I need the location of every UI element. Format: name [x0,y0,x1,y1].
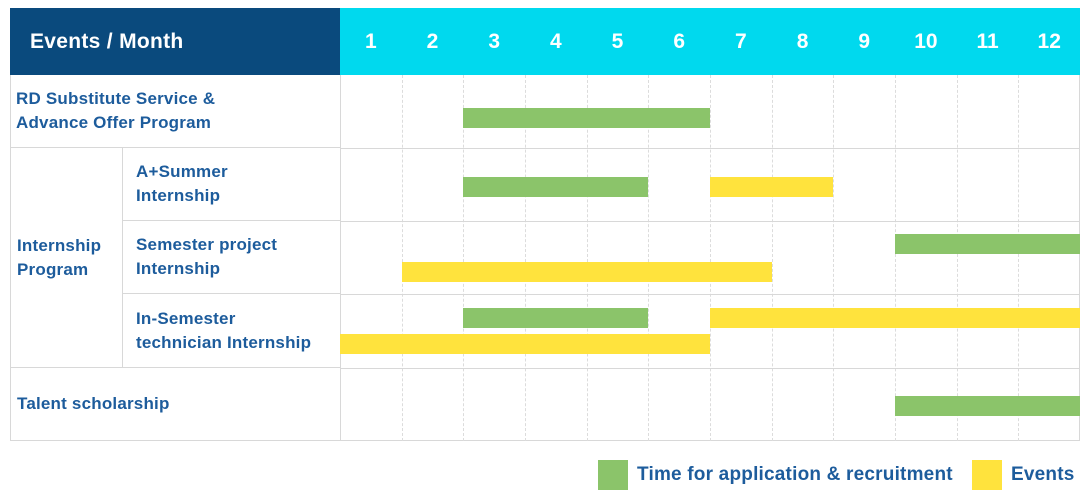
row-label-in-semester-technician-internship: In-Semester technician Internship [123,294,340,368]
gantt-bar-green [895,396,1080,416]
legend: Time for application & recruitment Event… [0,460,1080,491]
month-label: 1 [364,29,377,53]
month-gridline [525,75,526,441]
row-label-line: Internship [17,235,102,255]
row-label-a-summer-internship: A+Summer Internship [123,148,340,221]
row-label-talent-scholarship: Talent scholarship [10,368,340,441]
gantt-bar-green [895,234,1080,254]
month-gridline [1018,75,1020,441]
row-label-line: RD Substitute Service & [16,89,216,108]
month-label: 4 [550,29,562,53]
row-label-line: A+Summer [136,162,228,181]
gantt-bar-yellow [710,177,834,197]
row-label-line: Program [17,259,89,279]
row-label-rd-substitute-program: RD Substitute Service & Advance Offer Pr… [10,75,340,148]
legend-item-events: Events [972,460,1075,490]
month-gridline [833,75,835,441]
row-label-line: Talent scholarship [17,394,170,413]
legend-label: Events [1011,464,1075,485]
month-gridline [648,75,650,441]
month-label: 6 [673,29,686,53]
row-label-line: Semester project [136,235,278,254]
gantt-bar-yellow [401,262,772,282]
month-label: 9 [858,29,871,53]
gantt-bar-green [463,308,649,328]
gantt-bar-yellow [710,308,1080,328]
row-label-line: technician Internship [136,332,312,352]
row-label-line: Advance Offer Program [16,113,212,132]
row-gridline [340,221,1080,222]
row-gridline [340,148,1080,149]
month-gridline [956,75,958,441]
month-label: 12 [1037,29,1061,53]
month-gridline [895,75,896,441]
month-label: 8 [796,29,809,53]
row-label-line: In-Semester [136,308,236,328]
month-gridline [771,75,773,441]
legend-yellow-swatch [972,460,1002,490]
header-events-month: Events / Month [10,8,340,75]
month-gridline [586,75,588,441]
gantt-bar-yellow [340,334,710,354]
row-group-internship-program: Internship Program [10,148,123,368]
month-label: 10 [914,29,938,53]
row-label-semester-project-internship: Semester project Internship [123,221,340,294]
row-label-line: Internship [136,186,221,205]
month-label: 3 [488,29,501,53]
month-label: 7 [735,29,747,53]
header-title: Events / Month [30,29,184,53]
month-gridline [710,75,711,441]
month-gridline [401,75,403,441]
row-label-line: Internship [136,259,221,278]
gantt-bar-green [463,177,649,197]
month-label: 11 [976,29,999,53]
header-month-row: 1 2 3 4 5 6 7 8 9 10 11 12 [340,8,1080,75]
month-label: 2 [426,29,439,53]
month-gridline [463,75,465,441]
row-gridline [340,294,1080,295]
legend-item-application: Time for application & recruitment [598,460,953,490]
legend-green-swatch [598,460,628,490]
month-label: 5 [611,29,624,53]
legend-label: Time for application & recruitment [637,464,953,485]
row-gridline [340,368,1080,369]
gantt-bar-green [463,108,710,128]
